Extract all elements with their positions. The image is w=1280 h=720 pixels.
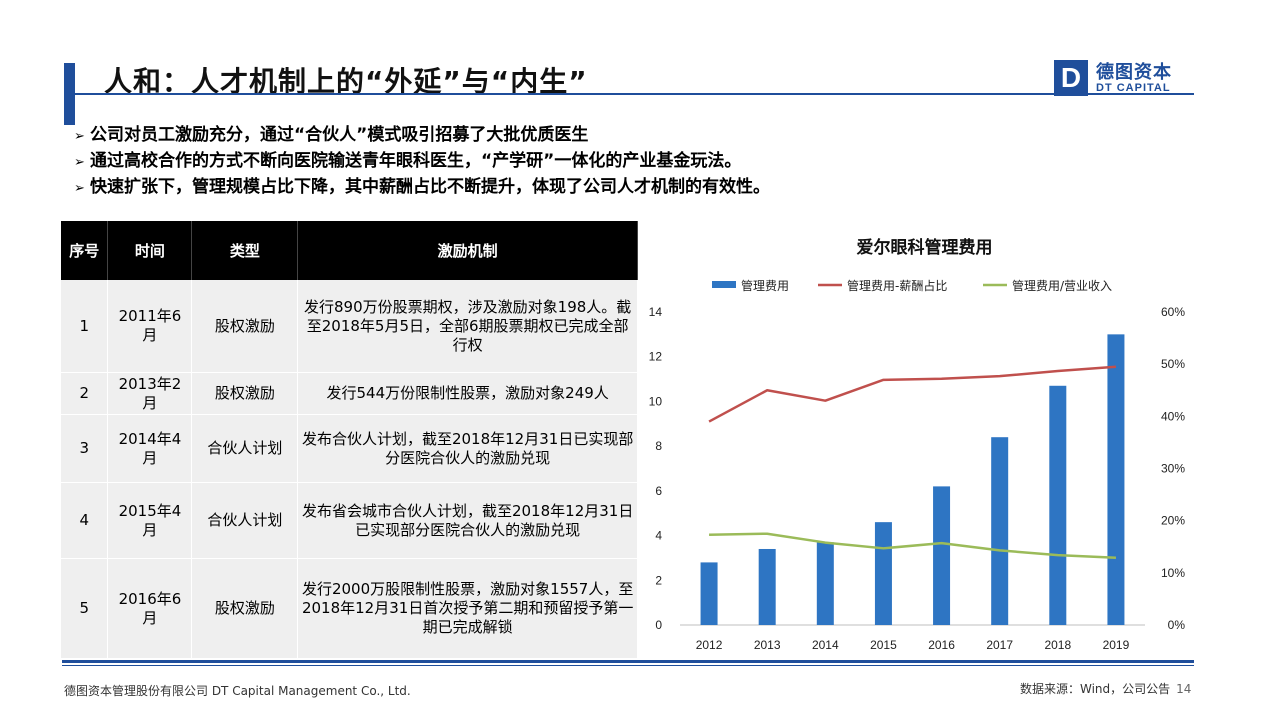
bar-management-expense bbox=[1049, 385, 1067, 625]
x-tick-label: 2016 bbox=[928, 638, 955, 652]
table-cell: 5 bbox=[61, 558, 109, 659]
table-cell: 3 bbox=[61, 414, 109, 483]
incentive-table: 序号 时间 类型 激励机制 1 2011年6月 股权激励 发行890万份股票期权… bbox=[61, 221, 638, 659]
table-row: 1 2011年6月 股权激励 发行890万份股票期权，涉及激励对象198人。截至… bbox=[61, 280, 638, 373]
logo-chinese-name: 德图资本 bbox=[1096, 62, 1172, 83]
column-header: 类型 bbox=[191, 221, 299, 280]
chart-title: 爱尔眼科管理费用 bbox=[857, 237, 993, 258]
legend-label: 管理费用 bbox=[741, 278, 789, 293]
table-cell: 合伙人计划 bbox=[191, 482, 299, 559]
table-cell: 2015年4月 bbox=[107, 482, 193, 559]
bar-management-expense bbox=[758, 548, 776, 625]
title-divider bbox=[64, 93, 1194, 95]
table-cell: 合伙人计划 bbox=[191, 414, 299, 483]
y-right-tick-label: 50% bbox=[1161, 357, 1185, 371]
footer-source: 数据来源：Wind，公司公告 14 bbox=[1020, 680, 1191, 697]
table-cell: 2014年4月 bbox=[107, 414, 193, 483]
y-left-tick-label: 8 bbox=[655, 439, 662, 453]
bar-management-expense bbox=[816, 542, 834, 625]
table-cell: 2013年2月 bbox=[107, 372, 193, 415]
column-header: 序号 bbox=[61, 221, 109, 280]
table-row: 4 2015年4月 合伙人计划 发布省会城市合伙人计划，截至2018年12月31… bbox=[61, 482, 638, 559]
y-right-tick-label: 0% bbox=[1168, 618, 1186, 632]
table-row: 3 2014年4月 合伙人计划 发布合伙人计划，截至2018年12月31日已实现… bbox=[61, 414, 638, 483]
table-cell: 发行2000万股限制性股票，激励对象1557人，至2018年12月31日首次授予… bbox=[297, 558, 638, 659]
series-line bbox=[708, 365, 1117, 423]
x-tick-label: 2019 bbox=[1103, 638, 1130, 652]
y-left-tick-label: 12 bbox=[649, 350, 663, 364]
arrow-bullet-icon: ➢ bbox=[74, 129, 85, 144]
column-header: 激励机制 bbox=[297, 221, 638, 280]
x-tick-label: 2014 bbox=[812, 638, 839, 652]
x-tick-label: 2018 bbox=[1044, 638, 1071, 652]
arrow-bullet-icon: ➢ bbox=[74, 181, 85, 196]
y-left-tick-label: 2 bbox=[655, 573, 662, 587]
y-left-tick-label: 10 bbox=[649, 394, 663, 408]
table-cell: 2016年6月 bbox=[107, 558, 193, 659]
table-cell: 发行544万份限制性股票，激励对象249人 bbox=[297, 372, 638, 415]
column-header: 时间 bbox=[107, 221, 193, 280]
bullet-text: 通过高校合作的方式不断向医院输送青年眼科医生，“产学研”一体化的产业基金玩法。 bbox=[90, 151, 742, 171]
footer-company: 德图资本管理股份有限公司 DT Capital Management Co., … bbox=[64, 684, 411, 698]
y-right-tick-label: 20% bbox=[1161, 514, 1185, 528]
x-tick-label: 2013 bbox=[754, 638, 781, 652]
y-right-tick-label: 30% bbox=[1161, 462, 1185, 476]
logo: D 德图资本 DT CAPITAL bbox=[1054, 60, 1184, 100]
table-cell: 股权激励 bbox=[191, 280, 299, 373]
data-source: 数据来源：Wind，公司公告 bbox=[1020, 682, 1171, 696]
bar-management-expense bbox=[874, 522, 892, 625]
bullet-item: ➢ 快速扩张下，管理规模占比下降，其中薪酬占比不断提升，体现了公司人才机制的有效性… bbox=[74, 175, 770, 201]
bar-management-expense bbox=[1107, 334, 1125, 625]
bar-management-expense bbox=[700, 562, 718, 625]
y-right-tick-label: 10% bbox=[1161, 566, 1185, 580]
y-left-tick-label: 14 bbox=[649, 305, 663, 319]
bullet-item: ➢ 通过高校合作的方式不断向医院输送青年眼科医生，“产学研”一体化的产业基金玩法。 bbox=[74, 149, 770, 175]
table-cell: 股权激励 bbox=[191, 558, 299, 659]
logo-mark-icon: D bbox=[1054, 60, 1088, 96]
y-right-tick-label: 60% bbox=[1161, 305, 1185, 319]
bar-management-expense bbox=[933, 486, 951, 625]
table-cell: 1 bbox=[61, 280, 109, 373]
table-cell: 发行890万份股票期权，涉及激励对象198人。截至2018年5月5日，全部6期股… bbox=[297, 280, 638, 373]
y-left-tick-label: 6 bbox=[655, 484, 662, 498]
legend-swatch-bar bbox=[712, 281, 736, 288]
page-title: 人和：人才机制上的“外延”与“内生” bbox=[104, 65, 588, 98]
y-right-tick-label: 40% bbox=[1161, 409, 1185, 423]
bullet-text: 快速扩张下，管理规模占比下降，其中薪酬占比不断提升，体现了公司人才机制的有效性。 bbox=[90, 177, 770, 197]
page-number: 14 bbox=[1176, 682, 1192, 696]
table-cell: 发布合伙人计划，截至2018年12月31日已实现部分医院合伙人的激励兑现 bbox=[297, 414, 638, 483]
x-tick-label: 2017 bbox=[986, 638, 1013, 652]
table-row: 5 2016年6月 股权激励 发行2000万股限制性股票，激励对象1557人，至… bbox=[61, 558, 638, 659]
x-tick-label: 2015 bbox=[870, 638, 897, 652]
table-cell: 2011年6月 bbox=[107, 280, 193, 373]
x-tick-label: 2012 bbox=[696, 638, 723, 652]
bar-management-expense bbox=[991, 437, 1009, 625]
bullet-item: ➢ 公司对员工激励充分，通过“合伙人”模式吸引招募了大批优质医生 bbox=[74, 123, 770, 149]
bullet-list: ➢ 公司对员工激励充分，通过“合伙人”模式吸引招募了大批优质医生 ➢ 通过高校合作的… bbox=[74, 123, 770, 201]
table-header-row: 序号 时间 类型 激励机制 bbox=[61, 221, 638, 280]
bullet-text: 公司对员工激励充分，通过“合伙人”模式吸引招募了大批优质医生 bbox=[90, 125, 589, 145]
table-row: 2 2013年2月 股权激励 发行544万份限制性股票，激励对象249人 bbox=[61, 372, 638, 415]
management-expense-chart: 爱尔眼科管理费用管理费用 管理费用-薪酬占比 管理费用/营业收入 0 2 4 6 8 10 12 1… bbox=[640, 225, 1200, 660]
series-line bbox=[709, 532, 1116, 559]
y-left-tick-label: 4 bbox=[655, 529, 662, 543]
legend-label: 管理费用-薪酬占比 bbox=[847, 278, 947, 293]
table-cell: 4 bbox=[61, 482, 109, 559]
y-left-tick-label: 0 bbox=[655, 618, 662, 632]
table-cell: 2 bbox=[61, 372, 109, 415]
table-cell: 股权激励 bbox=[191, 372, 299, 415]
logo-english-name: DT CAPITAL bbox=[1096, 82, 1171, 94]
footer-divider-thin bbox=[62, 665, 1194, 666]
legend-label: 管理费用/营业收入 bbox=[1012, 278, 1112, 293]
footer-divider bbox=[62, 660, 1194, 663]
table-cell: 发布省会城市合伙人计划，截至2018年12月31日已实现部分医院合伙人的激励兑现 bbox=[297, 482, 638, 559]
arrow-bullet-icon: ➢ bbox=[74, 155, 85, 170]
